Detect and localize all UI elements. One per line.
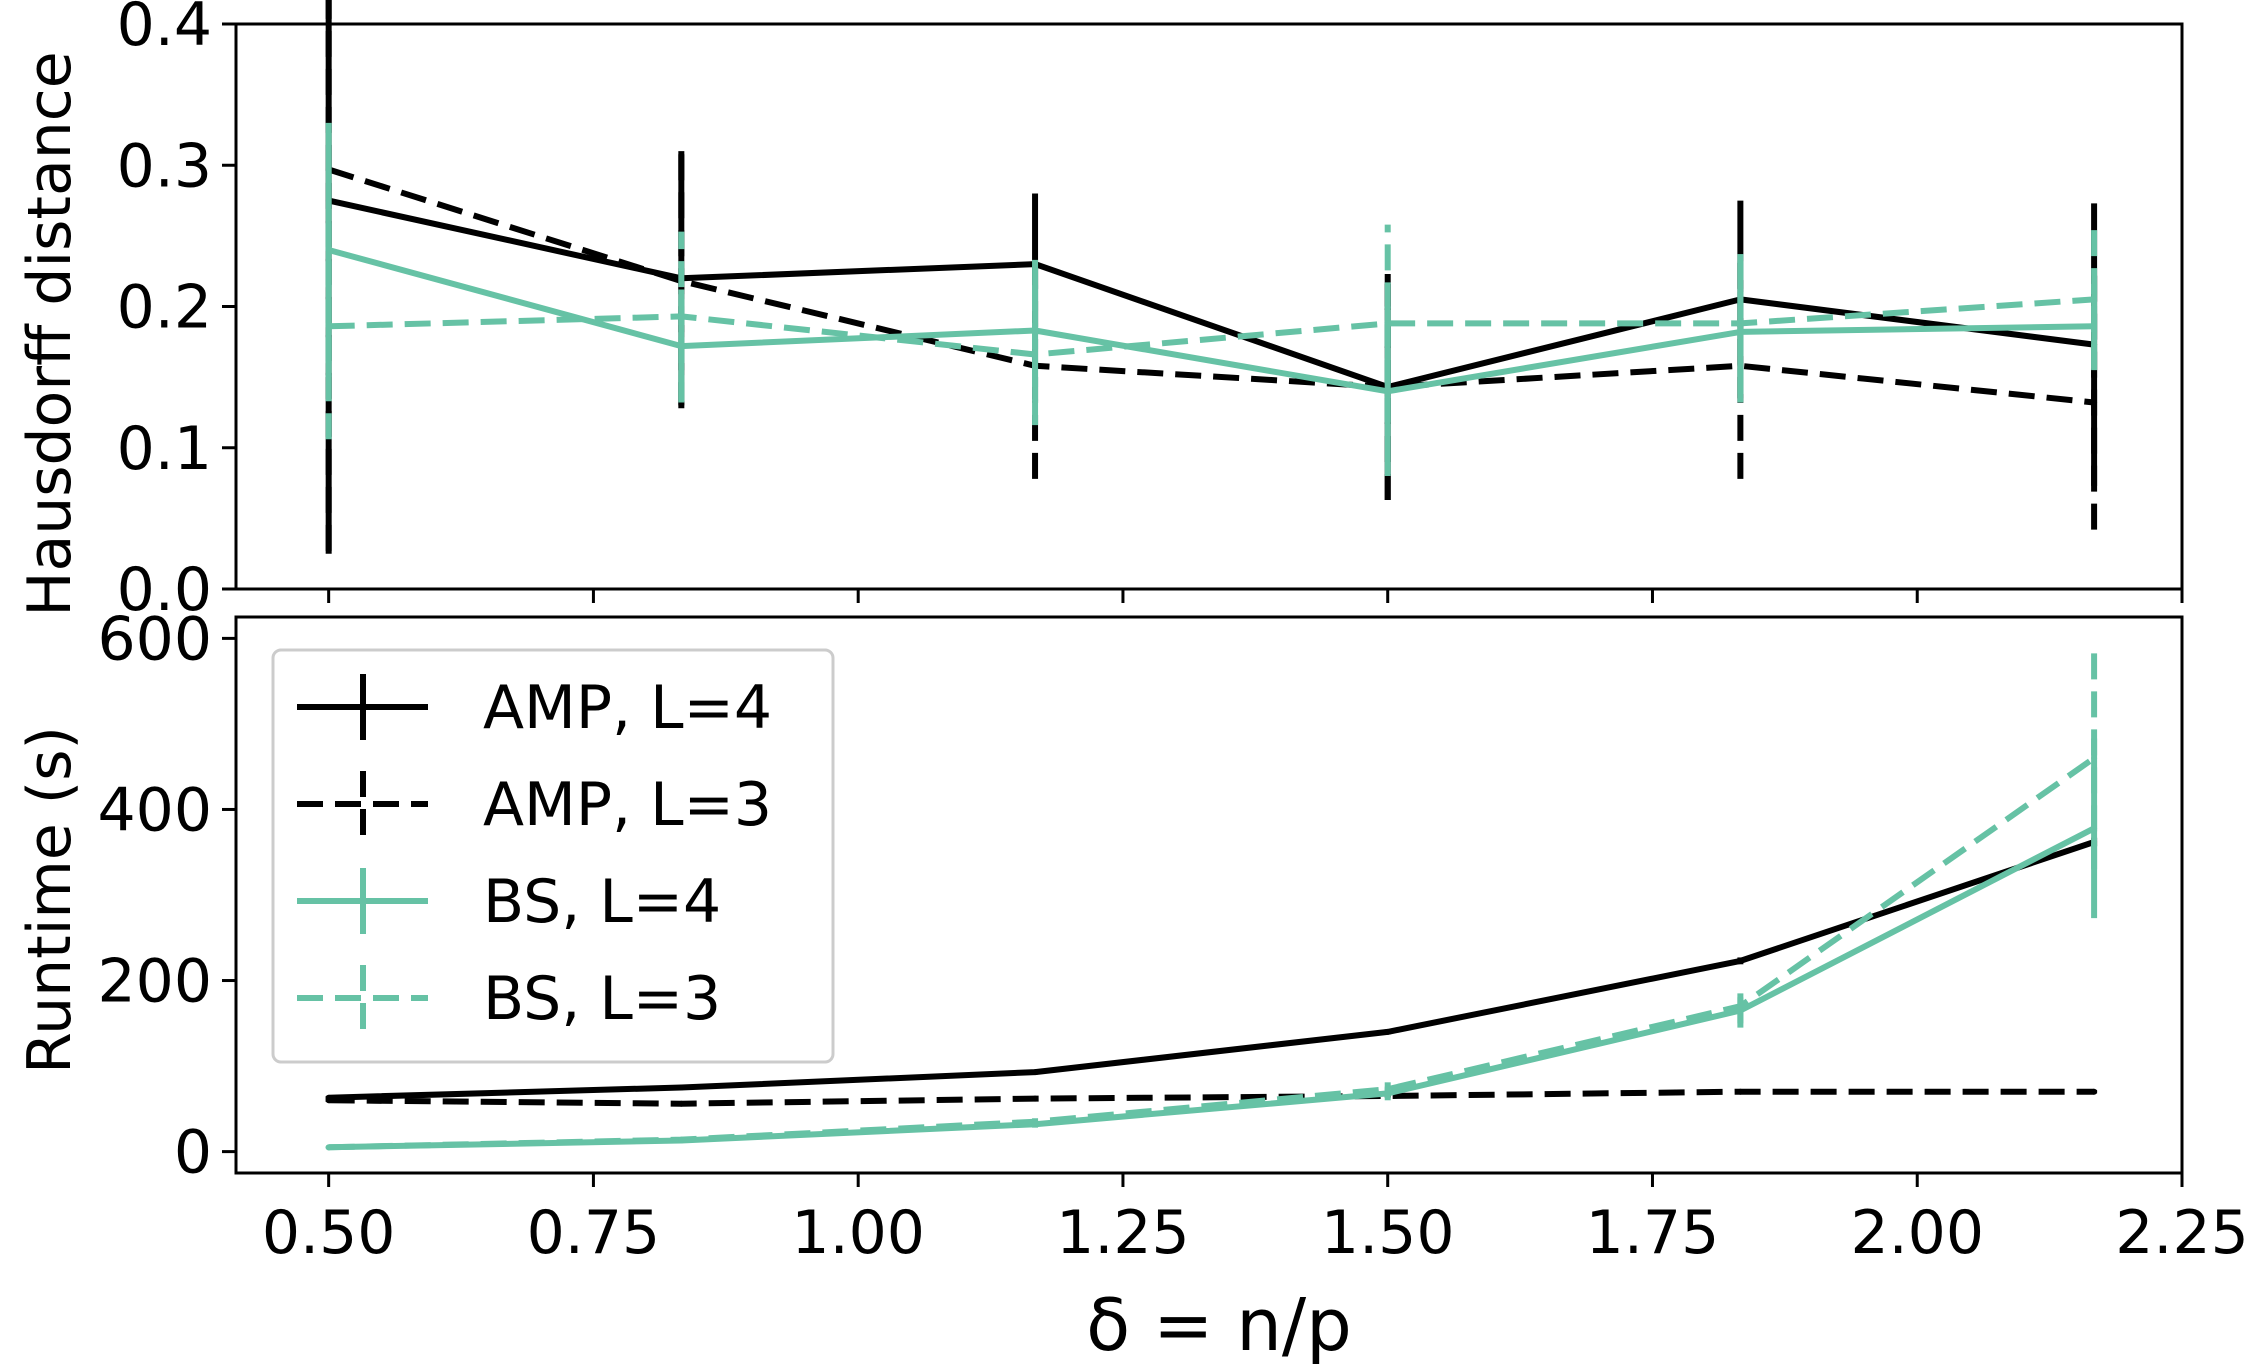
data-point [1032,351,1039,358]
hausdorff-panel: 0.0 0.1 0.2 0.3 0.4 [117,0,2184,625]
y-tick-label: 0.2 [117,273,212,343]
y-tick-label: 400 [97,775,212,845]
data-point [1384,1028,1391,1035]
data-point [1384,388,1391,395]
series-line [328,839,2096,1101]
data-point [325,1097,332,1104]
data-point [678,1100,685,1107]
series-line [328,296,2095,358]
data-point [1032,1095,1039,1102]
legend-item-amp-l-3: AMP, L=3 [297,770,772,840]
x-tick-label: 1.75 [1586,1198,1720,1268]
bottom-y-axis-title: Runtime (s) [15,726,85,1074]
runtime-panel: 0 200 400 600 0.50 0.75 1.00 1.25 1.50 1.75 2.00 2.… [97,604,2248,1268]
y-tick-label: 0 [174,1118,212,1188]
legend-label: AMP, L=4 [483,673,772,743]
series-bs-l-3 [325,213,2098,440]
data-point [325,1144,332,1151]
series-bs-l-3 [325,646,2098,1151]
legend-item-bs-l-3: BS, L=3 [297,964,721,1034]
data-point [1737,1088,1744,1095]
series-amp-l-3 [325,0,2098,551]
x-tick-label: 1.50 [1321,1198,1455,1268]
series-amp-l-4 [325,0,2098,554]
y-tick-label: 0.1 [117,414,212,484]
legend: AMP, L=4 AMP, L=3 BS, L=4 BS, L=3 [271,648,835,1064]
y-tick-label: 0.4 [117,0,212,60]
data-point [1384,320,1391,327]
x-axis-title: δ = n/p [1086,1283,1352,1364]
plot-frame [234,615,2184,1175]
x-tick-label: 2.25 [2115,1198,2249,1268]
series-line [328,825,2096,1151]
data-point [325,323,332,330]
x-tick-label: 0.50 [262,1198,396,1268]
series-line [327,247,2095,395]
series-bs-l-4 [325,122,2098,476]
x-tick-label: 0.75 [527,1198,661,1268]
data-point [1032,1118,1039,1125]
data-point [1384,1086,1391,1093]
legend-item-bs-l-4: BS, L=4 [297,867,721,937]
x-tick-label: 2.00 [1850,1198,1984,1268]
data-point [2091,1088,2098,1095]
series-line [328,1088,2095,1107]
series-line [328,755,2096,1151]
data-point [678,313,685,320]
legend-label: BS, L=3 [483,964,721,1034]
legend-label: AMP, L=3 [483,770,772,840]
y-tick-label: 200 [97,947,212,1017]
plot-frame [234,22,2184,591]
legend-item-amp-l-4: AMP, L=4 [297,673,772,743]
y-tick-label: 0.3 [117,131,212,201]
y-tick-label: 0.0 [117,555,212,625]
data-point [1737,320,1744,327]
data-point [2091,296,2098,303]
data-point [2091,399,2098,406]
x-tick-label: 1.25 [1056,1198,1190,1268]
x-tick-label: 1.00 [791,1198,925,1268]
data-point [1737,1003,1744,1010]
top-y-axis-title: Hausdorff distance [15,51,85,616]
legend-frame [271,648,835,1064]
data-point [1032,1069,1039,1076]
data-point [2091,755,2098,762]
y-tick-label: 600 [97,604,212,674]
data-point [678,1136,685,1143]
legend-label: BS, L=4 [483,867,721,937]
series-line [327,166,2095,406]
data-point [1737,957,1744,964]
data-point [678,1084,685,1091]
